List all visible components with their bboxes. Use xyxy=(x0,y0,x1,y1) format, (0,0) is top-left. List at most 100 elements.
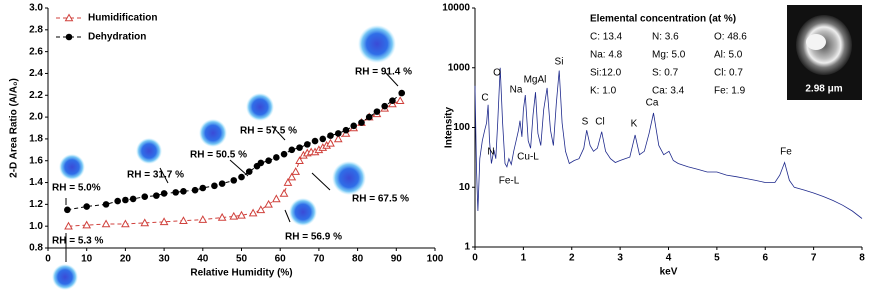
concentration: Fe: 1.9 xyxy=(714,86,746,97)
x-tick-label: 2 xyxy=(569,253,575,264)
point xyxy=(129,195,137,203)
x-tick-label: 4 xyxy=(666,253,672,264)
annotation: C xyxy=(481,93,488,104)
point xyxy=(296,144,303,151)
point xyxy=(287,172,297,181)
point xyxy=(381,102,388,110)
y-tick-label: 2.6 xyxy=(29,46,43,57)
point xyxy=(256,205,266,214)
x-tick-label: 0 xyxy=(45,254,51,265)
droplet-images xyxy=(52,25,396,290)
legend-marker xyxy=(64,13,74,22)
point xyxy=(199,184,207,192)
annotation: Na xyxy=(510,85,523,96)
y-axis-label: 2-D Area Ratio (A/A₀) xyxy=(9,78,20,178)
point xyxy=(211,182,218,190)
point xyxy=(280,150,288,158)
point xyxy=(245,168,253,175)
annotation: RH = 5.0% xyxy=(52,183,101,194)
y-tick-label: 2.8 xyxy=(29,24,43,35)
annotation: MgAl xyxy=(524,75,547,86)
annotation: Fe-L xyxy=(499,176,520,187)
point xyxy=(257,159,265,167)
point xyxy=(365,113,373,121)
point xyxy=(342,126,350,134)
x-axis-label: Relative Humidity (%) xyxy=(190,268,292,279)
point xyxy=(327,132,334,139)
x-tick-label: 20 xyxy=(120,254,132,265)
x-tick-label: 70 xyxy=(313,254,325,265)
point xyxy=(121,219,130,228)
y-tick-label: 1 xyxy=(464,242,470,253)
point xyxy=(273,154,280,161)
point xyxy=(82,220,92,229)
x-tick-label: 60 xyxy=(275,254,287,265)
concentration: Ca: 3.4 xyxy=(652,86,685,97)
point xyxy=(319,135,327,143)
concentration: Na: 4.8 xyxy=(590,50,623,61)
point xyxy=(389,97,396,105)
annotation: RH = 91.4 % xyxy=(355,67,412,78)
point xyxy=(264,199,273,208)
point xyxy=(153,192,160,199)
point xyxy=(350,122,358,130)
x-tick-label: 6 xyxy=(762,253,768,264)
x-tick-label: 30 xyxy=(159,254,171,265)
annotation: RH = 57.5 % xyxy=(240,126,297,137)
point xyxy=(283,178,293,186)
x-tick-label: 10 xyxy=(81,254,93,265)
concentration: S: 0.7 xyxy=(652,68,679,79)
point xyxy=(217,212,227,221)
annotation: Si xyxy=(555,57,564,68)
concentration: K: 1.0 xyxy=(590,86,617,97)
annotation: Ca xyxy=(646,98,659,109)
series-line xyxy=(474,67,863,219)
point xyxy=(198,215,208,223)
point xyxy=(159,217,169,226)
point xyxy=(248,208,258,217)
x-tick-label: 50 xyxy=(236,254,248,265)
x-tick-label: 90 xyxy=(391,254,403,265)
point xyxy=(140,218,150,227)
annotation: Cl xyxy=(595,117,604,128)
point xyxy=(141,193,149,201)
y-axis-label: Intensity xyxy=(444,107,455,149)
x-axis-label: keV xyxy=(660,267,678,278)
inset-image xyxy=(787,5,862,100)
y-tick-label: 2.4 xyxy=(29,68,43,79)
point xyxy=(101,219,111,228)
concentration: Mg: 5.0 xyxy=(652,50,686,61)
annotation: S xyxy=(582,117,589,128)
point xyxy=(291,167,301,175)
point xyxy=(373,108,381,115)
y-tick-label: 1.0 xyxy=(29,221,43,232)
annotation: RH = 31.7 % xyxy=(127,170,184,181)
x-tick-label: 40 xyxy=(197,254,209,265)
point xyxy=(230,177,238,184)
point xyxy=(398,89,406,97)
point xyxy=(218,180,226,187)
annotation: RH = 67.5 % xyxy=(352,194,409,205)
point xyxy=(326,138,335,147)
concentration: Si:12.0 xyxy=(590,68,622,79)
point xyxy=(229,211,239,220)
point xyxy=(64,206,71,214)
point xyxy=(288,146,296,154)
point xyxy=(395,96,405,105)
annotation: N xyxy=(487,147,494,158)
point xyxy=(191,186,199,194)
point xyxy=(102,201,110,208)
point xyxy=(83,203,90,210)
point xyxy=(334,130,342,137)
legend-label: Humidification xyxy=(88,13,157,24)
y-tick-label: 2.2 xyxy=(29,90,43,101)
concentration: Cl: 0.7 xyxy=(714,68,743,79)
x-tick-label: 3 xyxy=(617,253,623,264)
point xyxy=(237,210,246,219)
y-tick-label: 1.8 xyxy=(29,134,43,145)
y-tick-label: 1.6 xyxy=(29,155,43,166)
y-tick-label: 1.2 xyxy=(29,199,43,210)
y-tick-label: 3.0 xyxy=(29,3,43,14)
concentration: C: 13.4 xyxy=(590,32,623,43)
